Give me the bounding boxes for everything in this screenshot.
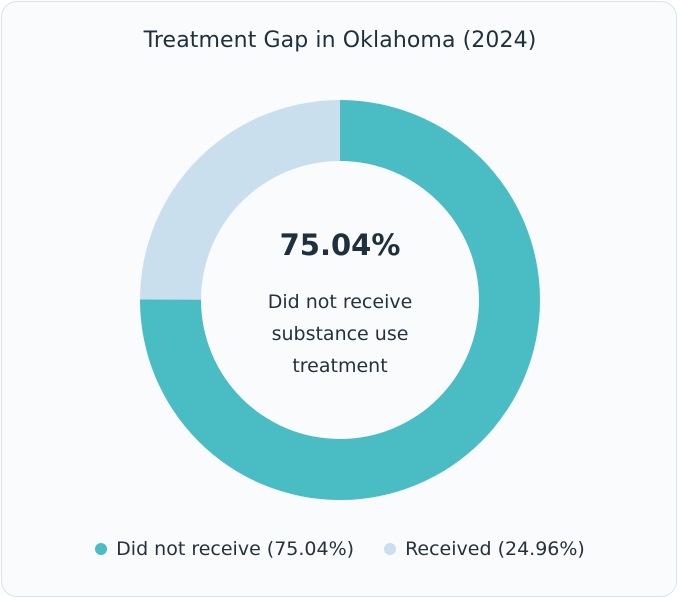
legend-item-did-not-receive[interactable]: Did not receive (75.04%) [95,538,354,560]
donut-slice-received[interactable] [140,100,340,300]
legend-label-did-not-receive: Did not receive (75.04%) [116,538,355,560]
legend-item-received[interactable]: Received (24.96%) [384,538,585,560]
legend-label-received: Received (24.96%) [405,538,585,560]
legend-swatch-received [384,543,397,555]
center-value: 75.04% [279,228,401,262]
chart-legend: Did not receive (75.04%) Received (24.96… [0,538,680,560]
center-caption: Did not receive substance use treatment [267,291,413,377]
chart-title: Treatment Gap in Oklahoma (2024) [143,28,537,53]
legend-swatch-did-not-receive [95,543,108,555]
donut-slice-did-not-receive[interactable] [140,100,540,500]
